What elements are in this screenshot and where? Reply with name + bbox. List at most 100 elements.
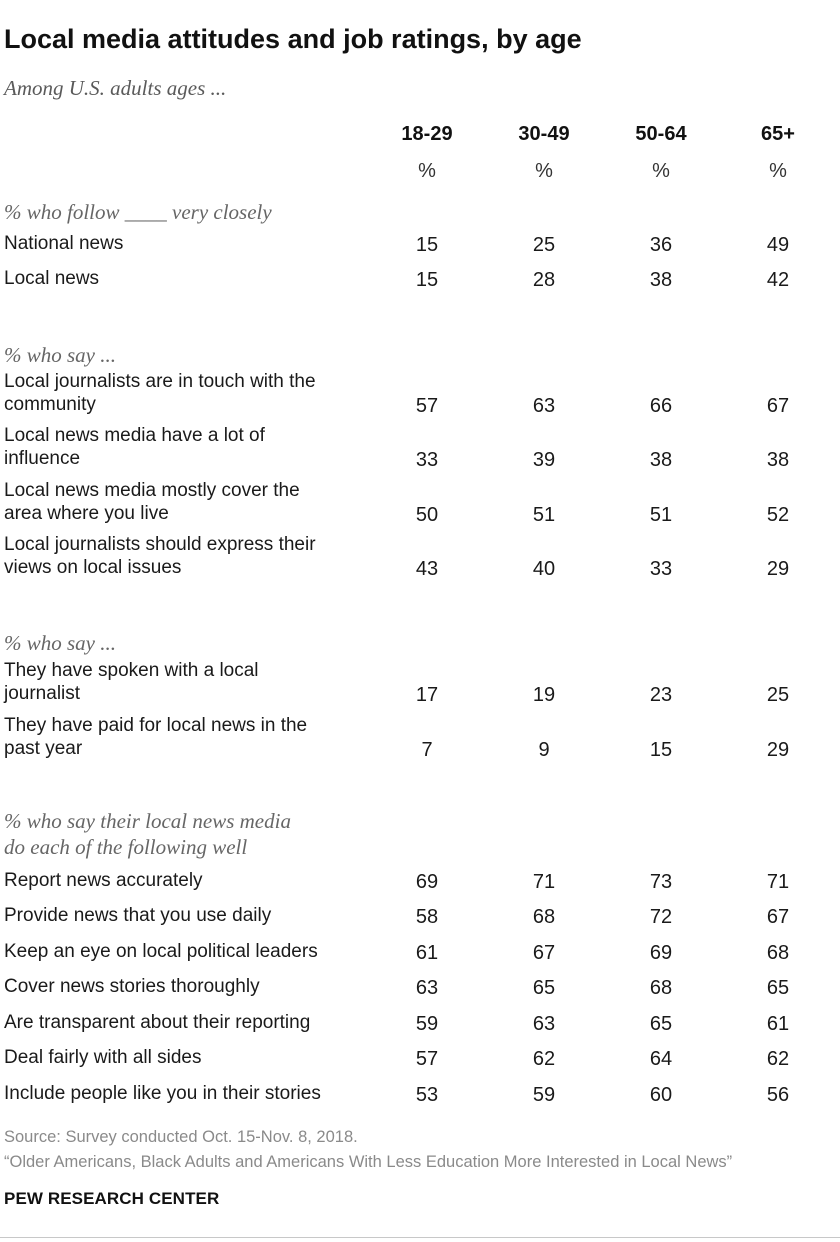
data-value: 67 — [532, 942, 556, 964]
row-label: They have spoken with a local journalist — [4, 659, 376, 705]
data-value: 7 — [421, 739, 433, 761]
data-value: 33 — [649, 558, 673, 580]
data-value: 71 — [532, 871, 556, 893]
row-label: Provide news that you use daily — [4, 904, 376, 927]
data-value: 67 — [766, 395, 790, 417]
row-label: Local journalists should express their vi… — [4, 533, 376, 579]
chart-title: Local media attitudes and job ratings, b… — [4, 24, 582, 54]
section-heading-line: % who say ... — [4, 631, 116, 655]
column-header: 18-29 — [401, 123, 453, 145]
row-label-line: Local news media mostly cover the — [4, 480, 300, 501]
row-label-line: community — [4, 394, 96, 415]
data-value: 58 — [415, 906, 439, 928]
data-value: 29 — [766, 739, 790, 761]
row-label: Cover news stories thoroughly — [4, 975, 376, 998]
row-label-line: area where you live — [4, 503, 169, 524]
data-value: 65 — [532, 977, 556, 999]
data-value: 63 — [532, 395, 556, 417]
data-value: 73 — [649, 871, 673, 893]
data-value: 19 — [532, 684, 556, 706]
data-value: 9 — [538, 739, 550, 761]
data-value: 53 — [415, 1084, 439, 1106]
data-value: 63 — [532, 1013, 556, 1035]
row-label-line: influence — [4, 448, 81, 469]
data-value: 36 — [649, 234, 673, 256]
section-heading: % who say ... — [4, 630, 116, 656]
section-heading-line: % who say ... — [4, 343, 116, 367]
row-label-line: past year — [4, 738, 83, 759]
data-value: 15 — [415, 269, 439, 291]
row-label-line: They have paid for local news in the — [4, 715, 308, 736]
row-label-line: Are transparent about their reporting — [4, 1012, 311, 1033]
row-label: Local news media mostly cover the area wh… — [4, 479, 376, 525]
data-value: 57 — [415, 1048, 439, 1070]
data-value: 61 — [766, 1013, 790, 1035]
row-label-line: Local news media have a lot of — [4, 425, 265, 446]
data-value: 33 — [415, 449, 439, 471]
pew-logo-text: PEW RESEARCH CENTER — [4, 1189, 220, 1208]
column-unit: % — [418, 160, 436, 182]
data-value: 59 — [532, 1084, 556, 1106]
data-value: 49 — [766, 234, 790, 256]
data-value: 60 — [649, 1084, 673, 1106]
row-label-line: views on local issues — [4, 557, 182, 578]
source-note: Source: Survey conducted Oct. 15-Nov. 8,… — [4, 1128, 358, 1146]
row-label-line: Local news — [4, 268, 100, 289]
section-heading-line: do each of the following well — [4, 835, 248, 859]
row-label: Include people like you in their stories — [4, 1082, 376, 1105]
column-unit: % — [652, 160, 670, 182]
row-label-line: Cover news stories thoroughly — [4, 976, 260, 997]
data-value: 66 — [649, 395, 673, 417]
data-value: 67 — [766, 906, 790, 928]
data-value: 65 — [649, 1013, 673, 1035]
section-heading: % who say their local news media do each … — [4, 808, 291, 860]
data-value: 65 — [766, 977, 790, 999]
row-label-line: They have spoken with a local — [4, 660, 259, 681]
data-value: 50 — [415, 504, 439, 526]
section-heading-line: % who say their local news media — [4, 809, 291, 833]
data-value: 43 — [415, 558, 439, 580]
data-value: 68 — [766, 942, 790, 964]
data-value: 71 — [766, 871, 790, 893]
data-value: 29 — [766, 558, 790, 580]
data-value: 52 — [766, 504, 790, 526]
row-label: Are transparent about their reporting — [4, 1011, 376, 1034]
data-value: 25 — [766, 684, 790, 706]
row-label: Local news — [4, 267, 376, 290]
row-label-line: Provide news that you use daily — [4, 905, 272, 926]
row-label: They have paid for local news in the past… — [4, 714, 376, 760]
row-label: National news — [4, 232, 376, 255]
row-label: Local journalists are in touch with the c… — [4, 370, 376, 416]
chart-subtitle: Among U.S. adults ages ... — [4, 76, 227, 100]
data-value: 69 — [415, 871, 439, 893]
data-value: 56 — [766, 1084, 790, 1106]
data-value: 15 — [415, 234, 439, 256]
data-value: 57 — [415, 395, 439, 417]
row-label-line: journalist — [4, 683, 81, 704]
row-label: Report news accurately — [4, 869, 376, 892]
data-value: 38 — [766, 449, 790, 471]
data-value: 25 — [532, 234, 556, 256]
data-value: 72 — [649, 906, 673, 928]
row-label-line: Local journalists are in touch with the — [4, 371, 316, 392]
data-value: 69 — [649, 942, 673, 964]
data-value: 64 — [649, 1048, 673, 1070]
row-label: Local news media have a lot of influence — [4, 424, 376, 470]
data-value: 23 — [649, 684, 673, 706]
bottom-divider — [0, 1237, 840, 1238]
row-label-line: Report news accurately — [4, 870, 203, 891]
row-label: Deal fairly with all sides — [4, 1046, 376, 1069]
data-value: 42 — [766, 269, 790, 291]
data-value: 28 — [532, 269, 556, 291]
row-label-line: Include people like you in their stories — [4, 1083, 321, 1104]
data-value: 39 — [532, 449, 556, 471]
section-heading: % who follow ____ very closely — [4, 199, 272, 225]
row-label: Keep an eye on local political leaders — [4, 940, 376, 963]
data-value: 51 — [649, 504, 673, 526]
data-value: 62 — [532, 1048, 556, 1070]
data-value: 62 — [766, 1048, 790, 1070]
data-value: 59 — [415, 1013, 439, 1035]
data-value: 38 — [649, 269, 673, 291]
data-value: 17 — [415, 684, 439, 706]
data-value: 40 — [532, 558, 556, 580]
